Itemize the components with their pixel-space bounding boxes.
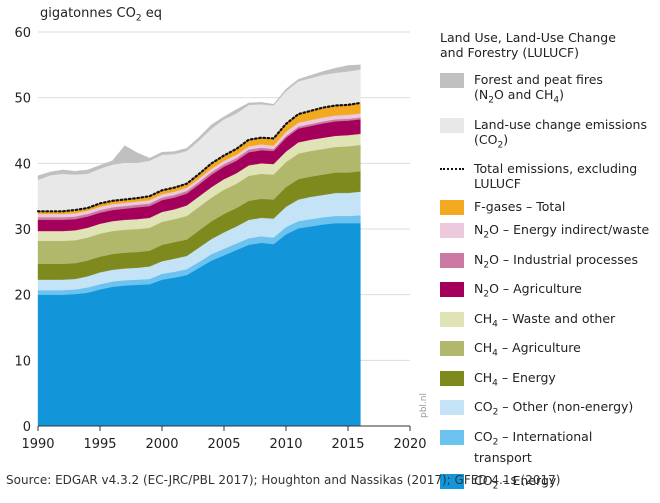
legend-label-line2: transport — [474, 450, 532, 465]
legend-label-line1: N2O – Agriculture — [474, 281, 582, 300]
y-tick-label: 50 — [14, 92, 31, 107]
legend-header: Land Use, Land-Use Change and Forestry (… — [440, 30, 655, 60]
legend-label-line1: CH4 – Agriculture — [474, 340, 581, 359]
legend-color-swatch — [440, 400, 464, 415]
axes: 0 10 20 30 40 50 60 1990 1995 2000 2005 2010 2015 202… — [14, 26, 426, 452]
legend-item-7: CH4 – Waste and other — [440, 311, 655, 333]
legend-item-1: Land-use change emissions (CO2) — [440, 117, 655, 154]
legend-color-swatch — [440, 282, 464, 297]
legend-dotted-line-swatch — [440, 168, 464, 170]
x-tick-label: 2000 — [145, 437, 178, 452]
legend-color-swatch — [440, 252, 464, 268]
source-note: Source: EDGAR v4.3.2 (EC-JRC/PBL 2017); … — [6, 473, 561, 487]
legend-color-swatch — [440, 429, 464, 445]
x-tick-label: 1990 — [21, 437, 54, 452]
legend-label-line1: Land-use change emissions — [474, 116, 647, 132]
legend-item-11: CO2 – International transport — [440, 428, 655, 465]
y-tick-label: 10 — [14, 354, 31, 369]
x-tick-label: 2020 — [393, 437, 426, 452]
legend-color-swatch — [440, 474, 464, 489]
legend-item-8: CH4 – Agriculture — [440, 340, 655, 362]
x-tick-label: 1995 — [83, 437, 116, 452]
legend-label-line1: N2O – Industrial processes — [474, 251, 638, 270]
legend-label-line1: CH4 – Energy — [474, 369, 556, 388]
y-tick-label: 60 — [14, 26, 31, 41]
y-tick-label: 40 — [14, 157, 31, 172]
legend-color-swatch — [440, 117, 464, 133]
legend-color-swatch — [440, 73, 464, 88]
legend-item-0: Forest and peat fires (N2O and CH4) — [440, 72, 655, 109]
legend-color-swatch — [440, 200, 464, 215]
legend-color-swatch — [440, 341, 464, 356]
legend-label-line1: CO2 – International — [474, 428, 593, 447]
legend-item-3: F-gases – Total — [440, 199, 655, 215]
y-tick-label: 0 — [23, 420, 31, 435]
legend-item-6: N2O – Agriculture — [440, 281, 655, 303]
legend-item-10: CO2 – Other (non-energy) — [440, 399, 655, 421]
legend-label-line1: CO2 – Other (non-energy) — [474, 399, 634, 418]
x-tick-label: 2010 — [269, 437, 302, 452]
legend-color-swatch — [440, 370, 464, 386]
y-tick-label: 30 — [14, 223, 31, 238]
legend-label-line1: CH4 – Waste and other — [474, 310, 616, 329]
legend-label-line2: LULUCF — [474, 176, 521, 191]
stacked-areas — [37, 64, 361, 427]
total-emissions-line — [36, 101, 362, 213]
x-tick-label: 2005 — [207, 437, 240, 452]
legend-label-line1: F-gases – Total — [474, 199, 566, 214]
y-axis-unit-label: gigatonnes CO2 eq — [40, 6, 162, 24]
legend-header-line2: and Forestry (LULUCF) — [440, 45, 580, 60]
legend-label-line1: CO2 – Energy — [474, 473, 557, 492]
area-series-11 — [37, 64, 361, 181]
legend-color-swatch — [440, 223, 464, 238]
legend-label-line1: Total emissions, excluding — [474, 161, 638, 176]
legend-item-12: CO2 – Energy — [440, 473, 655, 495]
x-tick-label: 2015 — [331, 437, 364, 452]
legend-label-line2: (CO2) — [474, 131, 509, 150]
legend-item-5: N2O – Industrial processes — [440, 252, 655, 274]
legend-item-4: N2O – Energy indirect/waste — [440, 222, 655, 244]
legend: Land Use, Land-Use Change and Forestry (… — [440, 30, 655, 503]
legend-label-line2: (N2O and CH4) — [474, 87, 565, 106]
legend-header-line1: Land Use, Land-Use Change — [440, 30, 616, 45]
legend-item-2: Total emissions, excluding LULUCF — [440, 161, 655, 191]
watermark-label: pbl.nl — [419, 393, 429, 418]
legend-color-swatch — [440, 311, 464, 327]
y-tick-label: 20 — [14, 289, 31, 304]
legend-label-line1: Forest and peat fires — [474, 72, 603, 87]
legend-label-line1: N2O – Energy indirect/waste — [474, 222, 650, 241]
legend-item-9: CH4 – Energy — [440, 370, 655, 392]
total-line-layer — [36, 101, 362, 213]
